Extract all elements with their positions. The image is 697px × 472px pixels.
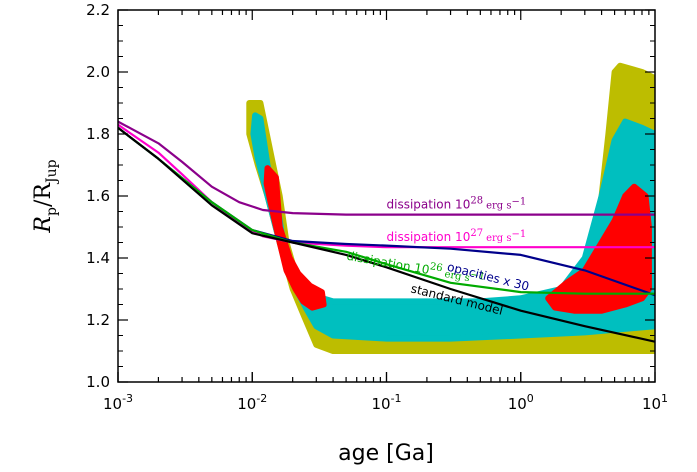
x-axis-label: age [Ga] (338, 441, 434, 466)
y-tick-label-7: 2.2 (86, 1, 110, 19)
series-line-5 (118, 126, 655, 343)
y-tick-label-3: 1.4 (86, 249, 110, 267)
axis-ticks (117, 9, 656, 383)
y-tick-label-1: 1.0 (86, 373, 110, 391)
y-tick-label-2: 1.2 (86, 311, 110, 329)
y-axis-label: Rp/RJup (31, 159, 60, 233)
y-tick-label-5: 1.8 (86, 125, 110, 143)
x-tick-label-4: 100 (508, 392, 534, 413)
x-tick-label-2: 10-2 (237, 392, 267, 413)
y-axis-label-main-sub: p (44, 207, 60, 216)
y-axis-label-main: R (31, 216, 56, 234)
region-red-right (545, 183, 652, 314)
y-axis-label-ref-sub: Jup (44, 159, 60, 185)
svg-text:Rp/RJup: Rp/RJup (31, 159, 60, 233)
y-tick-label-6: 2.0 (86, 63, 110, 81)
x-tick-label-3: 10-1 (371, 392, 401, 413)
annotation-2: dissipation 1027 erg s−1 (387, 228, 527, 244)
y-tick-label-4: 1.6 (86, 187, 110, 205)
tick-labels: 10-3 10-2 10-1 100 101 1.0 1.2 1.4 1.6 1.8 2.0 2.2 (86, 1, 668, 413)
y-axis-label-ref: /R (31, 182, 56, 207)
evolution-curves (118, 120, 655, 343)
series-line-4 (118, 126, 655, 295)
x-tick-label-1: 10-3 (103, 392, 133, 413)
x-tick-label-5: 101 (642, 392, 668, 413)
series-line-2 (118, 123, 655, 249)
parameter-regions (246, 62, 655, 354)
series-line-1 (118, 120, 655, 216)
region-red-left (263, 165, 327, 311)
annotation-1: dissipation 1028 erg s−1 (387, 195, 527, 211)
